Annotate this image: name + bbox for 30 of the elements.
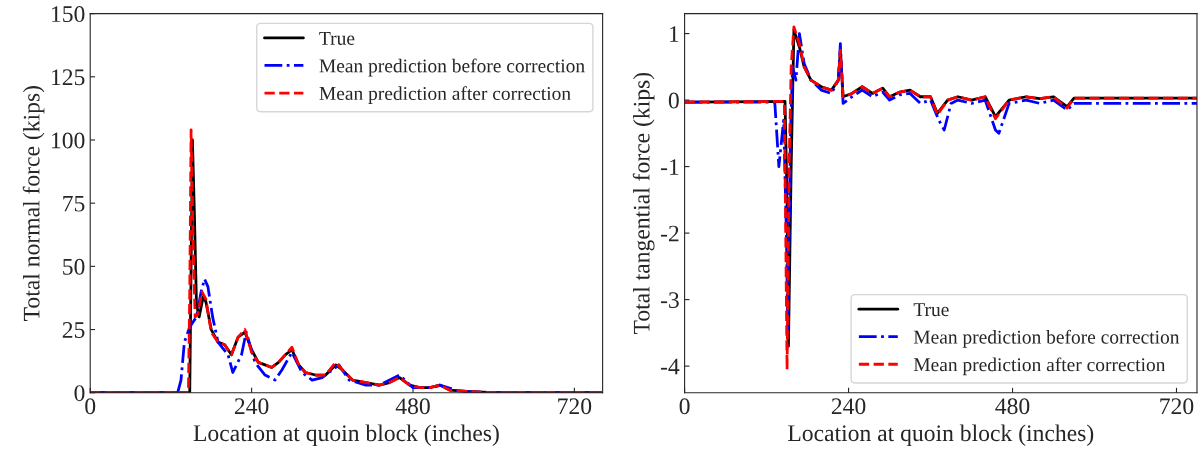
legend-label: True [913, 303, 949, 317]
y-axis-title: Total normal force (kips) [22, 86, 45, 321]
y-tick-label: 150 [52, 6, 85, 23]
x-tick-label: 240 [831, 398, 866, 415]
legend-label: Mean prediction before correction [913, 329, 1180, 348]
legend-label: Mean prediction before correction [319, 58, 585, 77]
y-tick-label: 125 [52, 69, 85, 86]
y-tick-label: 50 [63, 258, 85, 275]
x-tick-label: 240 [234, 398, 269, 415]
legend-label: True [319, 32, 355, 45]
y-tick-label: 1 [670, 26, 679, 42]
y-tick-label: 25 [62, 322, 85, 338]
x-tick-label: 480 [395, 398, 430, 415]
y-tick-label: 0 [668, 92, 679, 109]
x-tick-label: 720 [558, 398, 592, 415]
legend-label: Mean prediction after correction [913, 357, 1166, 376]
x-tick-label: 0 [85, 398, 96, 415]
legend-label: Mean prediction after correction [319, 86, 571, 104]
y-axis-title: Total tangential force (kips) [632, 72, 655, 335]
y-tick-label: 0 [74, 385, 85, 402]
y-tick-label: -4 [660, 358, 680, 375]
y-tick-label: 100 [52, 132, 85, 149]
y-tick-label: -3 [660, 292, 679, 309]
y-tick-label: -2 [660, 225, 679, 242]
x-tick-label: 480 [995, 398, 1030, 415]
x-axis-title: Location at quoin block (inches) [788, 424, 1094, 446]
x-tick-label: 720 [1160, 398, 1194, 415]
y-tick-label: -1 [660, 159, 679, 175]
x-axis-title: Location at quoin block (inches) [193, 424, 499, 446]
y-tick-label: 75 [63, 195, 85, 212]
